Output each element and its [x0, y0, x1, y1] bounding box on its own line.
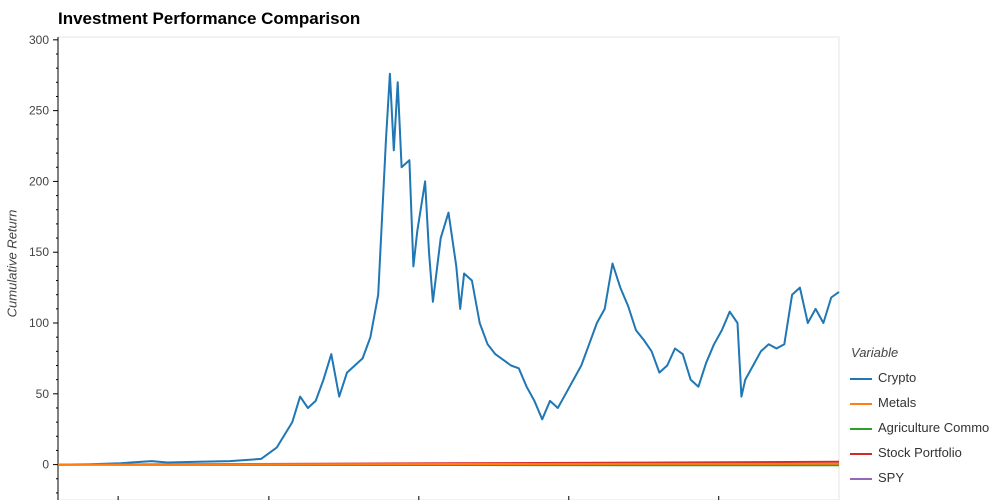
series-line-crypto — [57, 72, 840, 466]
chart-title: Investment Performance Comparison — [58, 9, 361, 28]
legend-label: Crypto — [878, 370, 917, 385]
legend-item-crypto[interactable]: Crypto — [850, 369, 1000, 389]
legend-label: Stock Portfolio — [878, 445, 962, 460]
legend-item-spy[interactable]: SPY — [850, 469, 1000, 489]
y-tick-label-0: 0 — [42, 458, 49, 472]
legend-swatch — [850, 428, 872, 430]
series-line-metals — [57, 462, 840, 466]
legend-swatch — [850, 378, 872, 380]
legend-title: Variable — [851, 345, 899, 360]
y-tick-label-200: 200 — [29, 174, 49, 188]
legend-item-stock-portfolio[interactable]: Stock Portfolio — [850, 444, 1000, 464]
plot-frame — [57, 36, 840, 500]
legend-swatch — [850, 453, 872, 455]
y-tick-label-100: 100 — [29, 316, 49, 330]
legend-label: SPY — [878, 470, 905, 485]
legend-label: Agriculture Commo — [878, 420, 990, 435]
legend-swatch — [850, 403, 872, 405]
legend-label: Metals — [878, 395, 917, 410]
y-tick-label-150: 150 — [29, 245, 49, 259]
legend-item-agriculture-commo[interactable]: Agriculture Commo — [850, 419, 1000, 439]
y-tick-label-50: 50 — [36, 387, 50, 401]
y-tick-label-250: 250 — [29, 104, 49, 118]
legend-swatch — [850, 478, 872, 480]
legend-item-metals[interactable]: Metals — [850, 394, 1000, 414]
y-tick-label-300: 300 — [29, 33, 49, 47]
legend: Variable Crypto Metals Agriculture Commo St… — [840, 333, 1000, 500]
